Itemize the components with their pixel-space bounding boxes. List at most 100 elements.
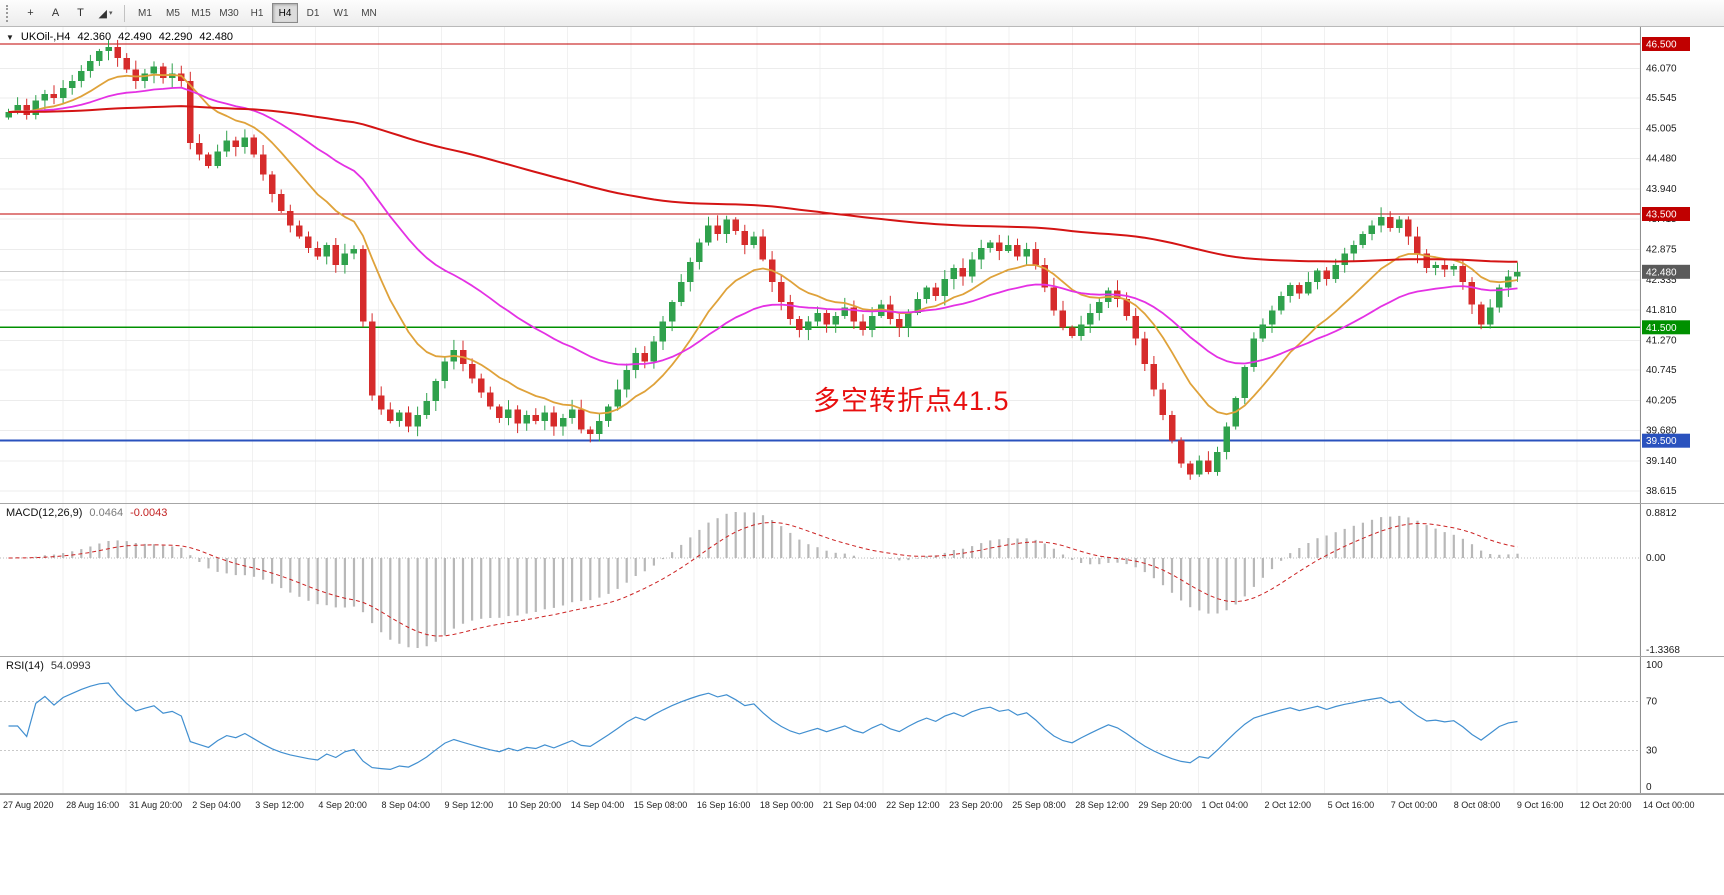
candle-body bbox=[587, 429, 594, 434]
timeframe-d1-button[interactable]: D1 bbox=[300, 3, 326, 23]
candle-body bbox=[796, 318, 803, 331]
main-chart-canvas[interactable]: 46.07045.54545.00544.48043.94043.41542.8… bbox=[0, 27, 1724, 503]
candle-body bbox=[868, 316, 876, 331]
price-badge: 41.500 bbox=[1642, 320, 1690, 335]
candle-body bbox=[1396, 219, 1403, 229]
macd-signal-line bbox=[8, 521, 1518, 637]
candle-body bbox=[396, 412, 403, 421]
timeframe-h1-button[interactable]: H1 bbox=[244, 3, 270, 23]
rsi-panel: 100 70 30 0 RSI(14) 54.0993 bbox=[0, 657, 1724, 793]
candle-body bbox=[350, 249, 358, 254]
h-gridlines: 46.07045.54545.00544.48043.94043.41542.8… bbox=[0, 63, 1677, 497]
macd-scale-bottom: -1.3368 bbox=[1646, 645, 1680, 656]
date-label: 9 Oct 16:00 bbox=[1516, 800, 1564, 810]
candle-body bbox=[1305, 282, 1312, 294]
timeframe-h4-button[interactable]: H4 bbox=[272, 3, 298, 23]
symbol-dropdown-icon[interactable]: ▼ bbox=[6, 32, 14, 42]
timeframe-w1-button[interactable]: W1 bbox=[328, 3, 354, 23]
candle-body bbox=[96, 50, 103, 61]
candle-body bbox=[1414, 236, 1421, 254]
candle-body bbox=[968, 259, 976, 277]
timeframe-m30-button[interactable]: M30 bbox=[216, 3, 242, 23]
rsi-canvas[interactable]: 100 70 30 0 bbox=[0, 657, 1724, 793]
candle-body bbox=[1441, 265, 1448, 270]
candle-body bbox=[432, 381, 439, 401]
price-label: 41.810 bbox=[1646, 305, 1677, 316]
panel-separator[interactable] bbox=[0, 656, 1724, 657]
candle-body bbox=[1032, 249, 1039, 265]
candle-body bbox=[68, 80, 76, 89]
candle-body bbox=[714, 225, 721, 234]
candle-body bbox=[441, 361, 449, 382]
candle-body bbox=[1196, 460, 1203, 475]
candle-body bbox=[1168, 415, 1176, 441]
candle-body bbox=[241, 137, 249, 148]
date-label: 25 Sep 08:00 bbox=[1012, 800, 1066, 810]
candle-body bbox=[1386, 216, 1394, 229]
timeframe-mn-button[interactable]: MN bbox=[356, 3, 382, 23]
price-badge-label: 41.500 bbox=[1646, 323, 1677, 334]
candle-body bbox=[114, 46, 121, 59]
candle-body bbox=[605, 406, 612, 421]
rsi-value: 54.0993 bbox=[50, 660, 91, 672]
candle-body bbox=[841, 307, 848, 316]
macd-canvas[interactable]: 0.8812 0.00 -1.3368 bbox=[0, 504, 1724, 656]
v-gridlines bbox=[62, 657, 1641, 793]
price-label: 42.335 bbox=[1646, 275, 1677, 286]
candle-body bbox=[750, 236, 758, 246]
candle-body bbox=[105, 46, 112, 51]
price-label: 43.940 bbox=[1646, 184, 1677, 195]
candle-body bbox=[650, 341, 658, 362]
macd-label: MACD(12,26,9) 0.0464 -0.0043 bbox=[6, 507, 167, 519]
candle-body bbox=[905, 313, 912, 328]
candle-body bbox=[341, 253, 349, 265]
draw-tools-button[interactable]: ◢ ▾ bbox=[94, 3, 117, 24]
chart-annotation[interactable]: 多空转折点41.5 bbox=[813, 386, 1010, 416]
candle-body bbox=[305, 236, 312, 248]
candle-body bbox=[323, 245, 330, 257]
candle-body bbox=[1205, 460, 1212, 472]
candle-body bbox=[1423, 253, 1430, 268]
candle-body bbox=[1341, 253, 1348, 265]
candle-body bbox=[405, 412, 412, 427]
candle-body bbox=[823, 313, 830, 325]
date-label: 1 Oct 04:00 bbox=[1201, 800, 1248, 810]
candle-body bbox=[1286, 284, 1294, 297]
panel-separator[interactable] bbox=[0, 503, 1724, 504]
timeframe-m1-button[interactable]: M1 bbox=[132, 3, 158, 23]
time-axis[interactable]: 27 Aug 2020 28 Aug 16:00 31 Aug 20:00 2 Sep… bbox=[0, 794, 1724, 816]
candle-body bbox=[1377, 216, 1385, 226]
date-label: 10 Sep 20:00 bbox=[507, 800, 562, 810]
timeframe-m5-button[interactable]: M5 bbox=[160, 3, 186, 23]
timeframe-m15-button[interactable]: M15 bbox=[188, 3, 214, 23]
price-label: 38.615 bbox=[1646, 486, 1677, 497]
candle-body bbox=[950, 267, 958, 280]
date-label: 22 Sep 12:00 bbox=[886, 800, 940, 810]
candle-body bbox=[1514, 271, 1521, 277]
cursor-button[interactable]: + bbox=[19, 3, 42, 24]
candle-body bbox=[1268, 310, 1276, 325]
candle-body bbox=[577, 409, 585, 430]
toolbar-grip[interactable] bbox=[6, 4, 12, 22]
date-label: 16 Sep 16:00 bbox=[696, 800, 751, 810]
candle-body bbox=[496, 406, 503, 418]
candle-body bbox=[250, 137, 258, 155]
candle-body bbox=[78, 71, 85, 81]
text-label-button[interactable]: T bbox=[69, 3, 92, 24]
panel-separator[interactable] bbox=[0, 793, 1724, 794]
candle-body bbox=[141, 73, 149, 81]
price-label: 39.140 bbox=[1646, 456, 1677, 467]
date-label: 29 Sep 20:00 bbox=[1138, 800, 1192, 810]
candle-body bbox=[777, 282, 785, 302]
annotate-a-button[interactable]: A bbox=[44, 3, 67, 24]
rsi-name: RSI(14) bbox=[6, 660, 44, 672]
candle-body bbox=[805, 321, 812, 331]
candle-body bbox=[632, 352, 639, 370]
candle-body bbox=[259, 154, 267, 175]
date-label: 15 Sep 08:00 bbox=[633, 800, 688, 810]
price-label: 40.205 bbox=[1646, 396, 1677, 407]
rsi-scale-label: 0 bbox=[1646, 782, 1652, 793]
candle-body bbox=[896, 318, 903, 328]
candle-body bbox=[1141, 338, 1148, 365]
